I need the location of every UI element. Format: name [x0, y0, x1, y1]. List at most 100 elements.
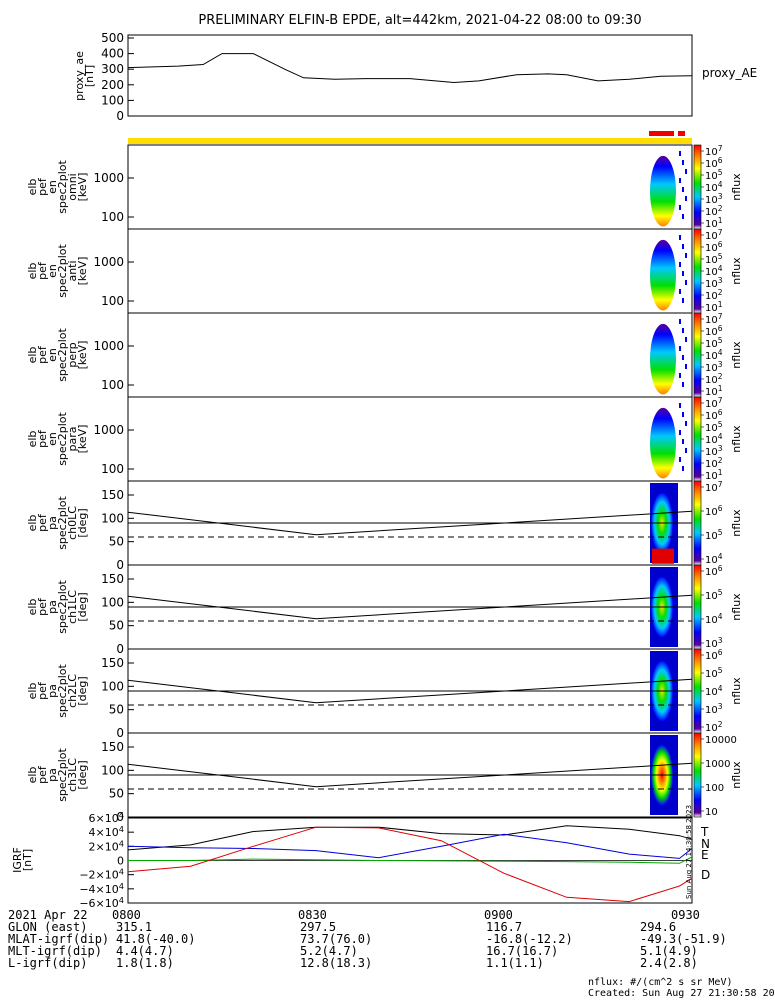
pa-panel-ylabel-line: pa — [46, 768, 59, 782]
spec-panel-ylabel-line: en — [46, 180, 59, 194]
footer-row-value: 16.7(16.7) — [486, 944, 559, 958]
footer-row-value: 4.4(4.7) — [116, 944, 174, 958]
pa-panel-ylabel-line: elb — [26, 767, 39, 784]
spec-flux-stripe — [682, 439, 684, 444]
spec-flux-stripe — [679, 319, 681, 324]
spec-colorbar-scale — [693, 396, 702, 482]
proxy-ae-ytick-label: 500 — [101, 31, 124, 45]
spec-flux-stripe — [682, 214, 684, 219]
pa-colorbar-tick-label: 10000 — [705, 735, 737, 746]
spec-colorbar-tick-label: 104 — [705, 432, 723, 446]
pa-ytick-label: 50 — [109, 703, 124, 717]
igrf-legend-N: N — [701, 837, 710, 851]
pa-ytick-label: 100 — [101, 511, 124, 525]
spec-flux-stripe — [682, 328, 684, 333]
side-timestamp: Sun Aug 27 14:30:58 2023 — [685, 805, 693, 899]
spec-flux-stripe — [685, 196, 687, 201]
pa-colorbar-tick-label: 105 — [705, 588, 723, 602]
pa-ytick-label: 150 — [101, 488, 124, 502]
pa-panel-ylabel-line: [deg] — [76, 760, 89, 789]
spec-colorbar-tick-label: 104 — [705, 264, 723, 278]
spec-ytick-label: 100 — [101, 210, 124, 224]
igrf-ylabel-line: IGRF — [11, 847, 24, 873]
footer-time-0900: 0900 — [484, 908, 513, 922]
spec-flux-stripe — [679, 178, 681, 183]
pa-ytick-label: 0 — [116, 726, 124, 740]
spec-colorbar-tick-label: 103 — [705, 192, 723, 206]
spec-colorbar-tick-label: 101 — [705, 300, 723, 314]
pa-colorbar-tick-label: 104 — [705, 552, 723, 566]
spec-colorbar-tick-label: 107 — [705, 312, 723, 326]
spec-panel-ylabel-line: anti — [66, 260, 79, 281]
footer-row-value: 12.8(18.3) — [300, 956, 373, 970]
spec-colorbar-tick-label: 103 — [705, 360, 723, 374]
spec-panel-ylabel-line: elb — [26, 179, 39, 196]
pa-panel-ylabel-line: [deg] — [76, 508, 89, 537]
footer-row-value: 297.5 — [300, 920, 337, 934]
pa-ytick-label: 0 — [116, 642, 124, 656]
spec-flux-stripe — [682, 382, 684, 387]
igrf-legend-D: D — [701, 868, 710, 882]
proxy-ae-frame — [127, 34, 693, 117]
footer-row-value: 41.8(-40.0) — [116, 932, 196, 946]
nflux-units-note: nflux: #/(cm^2 s sr MeV) — [588, 977, 733, 988]
spec-panel-frame — [127, 312, 693, 398]
footer-time-0800: 0800 — [112, 908, 141, 922]
spec-flux-stripe — [682, 466, 684, 471]
spec-colorbar-label: nflux — [730, 173, 743, 201]
spec-flux-stripe — [679, 457, 681, 462]
pa-colorbar-tick-label: 1000 — [705, 759, 730, 770]
igrf-ytick-label: 4×104 — [89, 824, 124, 839]
pa-colorbar-tick-label: 104 — [705, 612, 723, 626]
spec-flux-stripe — [685, 448, 687, 453]
spec-colorbar-scale — [693, 228, 702, 314]
pa-panel-ylabel-line: pa — [46, 684, 59, 698]
spec-panel-ylabel-line: pef — [36, 345, 49, 364]
spec-panel-ylabel-line: en — [46, 432, 59, 446]
pa-colorbar-tick-label: 105 — [705, 528, 723, 542]
footer-row-value: 1.8(1.8) — [116, 956, 174, 970]
spec-colorbar-tick-label: 102 — [705, 456, 723, 470]
proxy-ae-ylabel-line: proxy_ae — [73, 51, 86, 101]
footer-row-value: 315.1 — [116, 920, 153, 934]
pa-colorbar-label: nflux — [730, 593, 743, 621]
pitch-angle-panels: 150100500elbpefpaspec2plotch0LC[deg]1071… — [26, 480, 743, 824]
proxy-ae-ytick-label: 400 — [101, 47, 124, 61]
pa-colorbar-tick-label: 103 — [705, 636, 723, 650]
spec-panel-ylabel-line: perp — [66, 342, 79, 367]
footer-row-label: MLAT-igrf(dip) — [8, 932, 110, 946]
igrf-ylabel: IGRF[nT] — [11, 847, 34, 873]
pa-colorbar-label: nflux — [730, 509, 743, 537]
science-zone-bar — [128, 138, 692, 144]
footer-row-value: 5.2(4.7) — [300, 944, 358, 958]
spec-colorbar-tick-label: 105 — [705, 336, 723, 350]
pa-ytick-label: 0 — [116, 810, 124, 824]
spec-colorbar-tick-label: 102 — [705, 288, 723, 302]
pa-colorbar-scale — [693, 648, 702, 734]
spec-flux-blob — [650, 323, 676, 395]
spec-flux-stripe — [682, 271, 684, 276]
footer-time-0830: 0830 — [298, 908, 327, 922]
pa-panel-ylabel-line: spec2plot — [56, 664, 69, 718]
spec-colorbar-tick-label: 101 — [705, 468, 723, 482]
spec-flux-stripe — [685, 421, 687, 426]
pa-panel-ylabel-line: pef — [36, 513, 49, 532]
spec-colorbar-label: nflux — [730, 341, 743, 369]
pa-panel-ylabel-line: spec2plot — [56, 748, 69, 802]
spec-panel-ylabel-line: pef — [36, 177, 49, 196]
pa-panel-ylabel-line: ch2LC — [66, 674, 79, 708]
footer-row-label: MLT-igrf(dip) — [8, 944, 102, 958]
igrf-ytick-label: 0 — [117, 855, 124, 868]
spec-panel-ylabel-line: elb — [26, 431, 39, 448]
spec-flux-stripe — [679, 373, 681, 378]
spec-panel-ylabel-line: spec2plot — [56, 244, 69, 298]
event-bar-1 — [649, 131, 674, 136]
spec-colorbar-tick-label: 105 — [705, 420, 723, 434]
spec-panel-ylabel-line: en — [46, 348, 59, 362]
spec-panel-ylabel-line: elb — [26, 347, 39, 364]
pa-panel-ylabel-line: elb — [26, 683, 39, 700]
